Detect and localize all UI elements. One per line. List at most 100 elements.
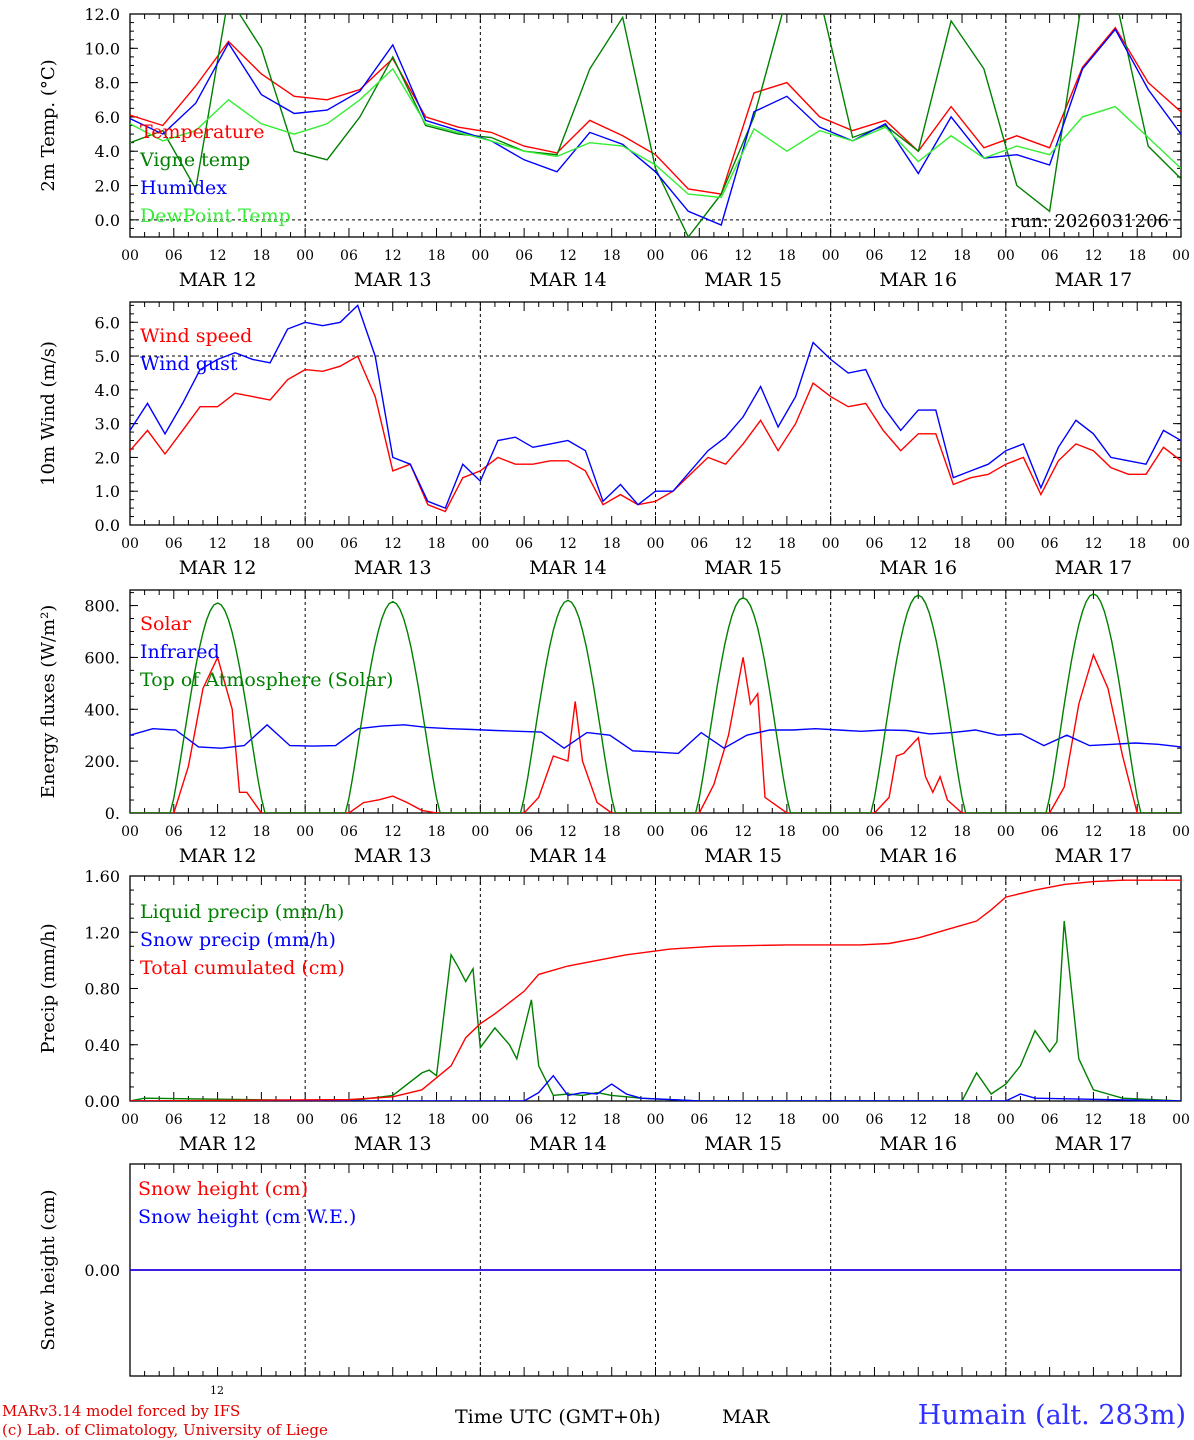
day-tick-label: MAR 14 — [529, 557, 607, 579]
hour-tick-label: 00 — [822, 1112, 840, 1128]
footer-tiny-label: 12 — [210, 1384, 224, 1397]
hour-tick-label: 12 — [909, 248, 927, 264]
hour-tick-label: 12 — [1085, 824, 1103, 840]
hour-tick-label: 18 — [778, 536, 796, 552]
hour-tick-label: 18 — [953, 248, 971, 264]
day-tick-label: MAR 15 — [704, 1133, 782, 1155]
hour-tick-label: 12 — [384, 1112, 402, 1128]
hour-tick-label: 18 — [428, 824, 446, 840]
legend-entry: Humidex — [140, 177, 227, 199]
day-tick-label: MAR 14 — [529, 1133, 607, 1155]
y-tick-label: 8.0 — [95, 74, 120, 93]
day-tick-label: MAR 12 — [179, 269, 257, 291]
legend-entry: Wind speed — [140, 325, 252, 347]
y-axis-label: 10m Wind (m/s) — [38, 341, 59, 486]
hour-tick-label: 18 — [1128, 1112, 1146, 1128]
hour-tick-label: 12 — [559, 1112, 577, 1128]
day-tick-label: MAR 15 — [704, 557, 782, 579]
hour-tick-label: 12 — [909, 824, 927, 840]
hour-tick-label: 06 — [340, 248, 358, 264]
y-tick-label: 200. — [84, 752, 120, 771]
hour-tick-label: 12 — [384, 824, 402, 840]
credit-line-1: MARv3.14 model forced by IFS — [2, 1402, 241, 1420]
y-tick-label: 0.0 — [95, 516, 120, 535]
hour-tick-label: 18 — [953, 824, 971, 840]
time-axis-label: Time UTC (GMT+0h) — [455, 1406, 661, 1428]
hour-tick-label: 00 — [647, 824, 665, 840]
hour-tick-label: 00 — [647, 1112, 665, 1128]
legend-entry: Snow height (cm) — [138, 1178, 308, 1200]
day-tick-label: MAR 17 — [1055, 1133, 1133, 1155]
run-annotation: run: 2026031206 — [1011, 211, 1169, 232]
series-line-dewpoint-temp — [130, 67, 1181, 199]
legend-entry: Liquid precip (mm/h) — [140, 901, 344, 923]
hour-tick-label: 06 — [866, 1112, 884, 1128]
hour-tick-label: 06 — [515, 536, 533, 552]
series-line-temperature — [130, 26, 1181, 195]
hour-tick-label: 06 — [690, 248, 708, 264]
day-tick-label: MAR 15 — [704, 845, 782, 867]
day-tick-label: MAR 12 — [179, 557, 257, 579]
hour-tick-label: 06 — [165, 536, 183, 552]
hour-tick-label: 12 — [734, 1112, 752, 1128]
hour-tick-label: 18 — [778, 248, 796, 264]
hour-tick-label: 00 — [121, 248, 139, 264]
day-tick-label: MAR 12 — [179, 1133, 257, 1155]
legend-entry: Top of Atmosphere (Solar) — [140, 669, 393, 691]
y-tick-label: 6.0 — [95, 108, 120, 127]
hour-tick-label: 06 — [340, 1112, 358, 1128]
y-axis-label: Precip (mm/h) — [38, 923, 59, 1053]
hour-tick-label: 00 — [647, 536, 665, 552]
hour-tick-label: 00 — [822, 536, 840, 552]
hour-tick-label: 06 — [1041, 248, 1059, 264]
hour-tick-label: 18 — [778, 1112, 796, 1128]
hour-tick-label: 12 — [559, 248, 577, 264]
hour-tick-label: 12 — [209, 824, 227, 840]
station-title: Humain (alt. 283m) — [917, 1400, 1186, 1431]
hour-tick-label: 12 — [734, 824, 752, 840]
y-tick-label: 4.0 — [95, 142, 120, 161]
series-line-snow-precip-mm-h- — [130, 1074, 1181, 1101]
hour-tick-label: 18 — [603, 536, 621, 552]
y-tick-label: 2.0 — [95, 177, 120, 196]
series-line-infrared — [130, 723, 1181, 755]
series-line-wind-gust — [130, 304, 1181, 510]
hour-tick-label: 06 — [515, 824, 533, 840]
day-tick-label: MAR 15 — [704, 269, 782, 291]
y-tick-label: 0.0 — [95, 211, 120, 230]
day-tick-label: MAR 16 — [879, 1133, 957, 1155]
hour-tick-label: 12 — [209, 248, 227, 264]
day-tick-label: MAR 13 — [354, 269, 432, 291]
hour-tick-label: 00 — [822, 248, 840, 264]
y-tick-label: 400. — [84, 700, 120, 719]
hour-tick-label: 06 — [165, 1112, 183, 1128]
hour-tick-label: 00 — [822, 824, 840, 840]
hour-tick-label: 18 — [252, 248, 270, 264]
hour-tick-label: 18 — [953, 536, 971, 552]
y-tick-label: 0.00 — [84, 1092, 120, 1111]
y-axis-label: Snow height (cm) — [38, 1189, 59, 1350]
y-axis-label: Energy fluxes (W/m²) — [38, 605, 59, 799]
hour-tick-label: 12 — [734, 536, 752, 552]
hour-tick-label: 00 — [1172, 1112, 1190, 1128]
credit-line-2: (c) Lab. of Climatology, University of L… — [2, 1421, 328, 1439]
hour-tick-label: 00 — [121, 824, 139, 840]
legend-entry: Snow height (cm W.E.) — [138, 1206, 356, 1228]
series-group — [130, 593, 1181, 813]
hour-tick-label: 06 — [515, 1112, 533, 1128]
series-line-total-cumulated-cm- — [130, 879, 1181, 1101]
day-tick-label: MAR 17 — [1055, 269, 1133, 291]
legend-entry: Temperature — [140, 121, 264, 143]
legend-entry: Total cumulated (cm) — [140, 957, 345, 979]
day-tick-label: MAR 16 — [879, 557, 957, 579]
day-tick-label: MAR 12 — [179, 845, 257, 867]
hour-tick-label: 12 — [384, 536, 402, 552]
hour-tick-label: 00 — [1172, 536, 1190, 552]
hour-tick-label: 00 — [647, 248, 665, 264]
hour-tick-label: 12 — [1085, 536, 1103, 552]
legend-entry: Snow precip (mm/h) — [140, 929, 336, 951]
plot-frame — [129, 13, 1182, 238]
series-line-wind-speed — [130, 355, 1181, 513]
hour-tick-label: 18 — [428, 536, 446, 552]
hour-tick-label: 18 — [778, 824, 796, 840]
